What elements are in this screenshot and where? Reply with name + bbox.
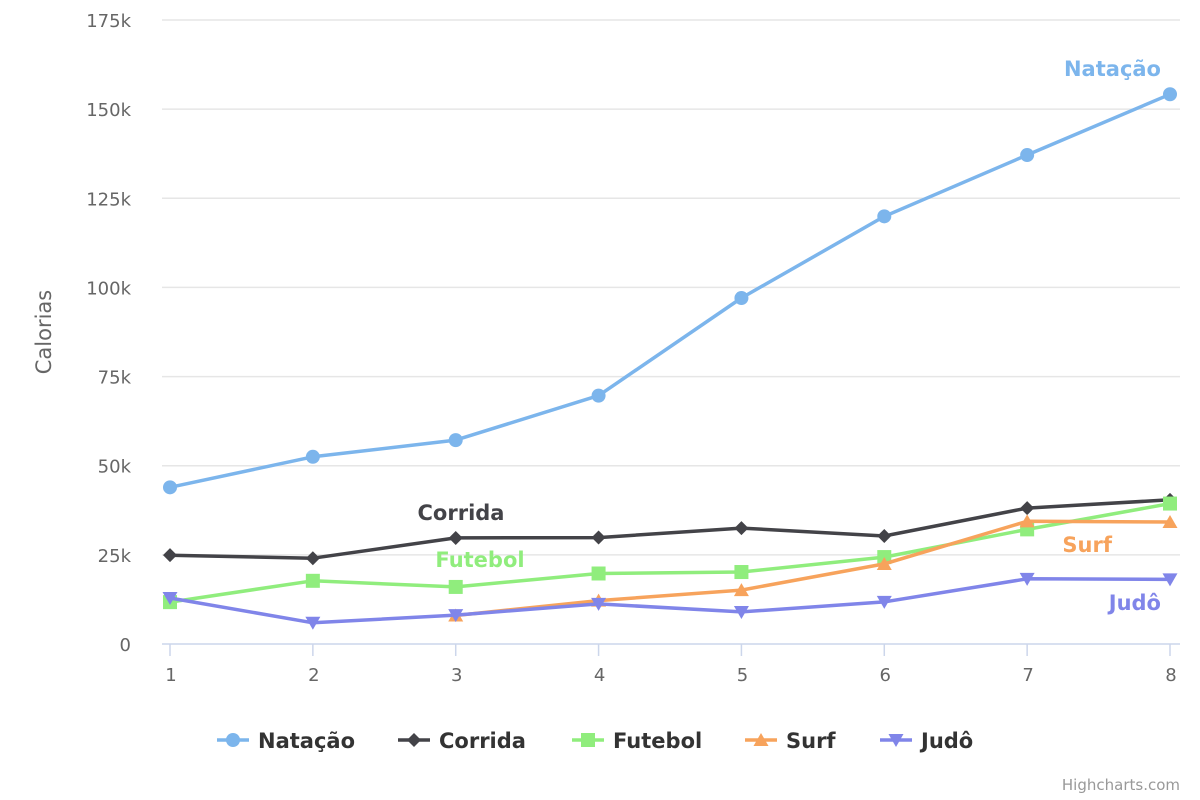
data-point[interactable] (1020, 501, 1035, 516)
legend-symbol[interactable] (226, 733, 240, 747)
data-point[interactable] (591, 388, 606, 403)
y-tick-label: 175k (86, 11, 131, 32)
legend-item[interactable]: Surf (745, 729, 836, 753)
x-tick-label: 4 (594, 665, 605, 686)
data-point[interactable] (1162, 573, 1178, 587)
legend-item[interactable]: Natação (217, 729, 355, 753)
legend-label: Natação (258, 729, 355, 753)
data-point[interactable] (162, 591, 178, 605)
data-point[interactable] (876, 595, 892, 609)
series-0 (163, 87, 1177, 495)
legend-label: Surf (786, 729, 836, 753)
data-point[interactable] (163, 480, 177, 495)
data-point[interactable] (591, 566, 606, 581)
data-point[interactable] (448, 579, 463, 594)
series-line[interactable] (168, 92, 1172, 490)
credits-link[interactable]: Highcharts.com (1062, 776, 1180, 794)
x-tick-label: 8 (1165, 665, 1176, 686)
data-point[interactable] (877, 209, 892, 224)
legend-label: Judô (919, 729, 973, 753)
data-point[interactable] (877, 529, 892, 544)
data-point[interactable] (305, 616, 321, 630)
data-point[interactable] (733, 583, 749, 597)
x-tick-label: 1 (165, 665, 176, 686)
x-tick-label: 3 (451, 665, 462, 686)
y-tick-label: 0 (120, 635, 131, 656)
data-point[interactable] (305, 551, 320, 566)
legend-symbol[interactable] (581, 733, 595, 747)
data-point[interactable] (1019, 572, 1035, 586)
series-lines (162, 87, 1178, 630)
series-line[interactable] (168, 498, 1172, 560)
y-tick-label: 100k (86, 278, 131, 299)
series-label: Surf (1062, 533, 1112, 557)
data-point[interactable] (591, 597, 607, 611)
x-tick-label: 2 (308, 665, 319, 686)
data-point[interactable] (734, 291, 749, 306)
data-point[interactable] (591, 530, 606, 545)
axes: 0 25k 50k 75k 100k 125k 150k 175k 1 2 3 4 5 6 7 8 (86, 11, 1180, 686)
x-tick-label: 5 (737, 665, 748, 686)
legend-item[interactable]: Futebol (572, 729, 702, 753)
data-point[interactable] (163, 548, 177, 563)
series-label: Judô (1107, 591, 1161, 615)
grid-lines (162, 19, 1180, 556)
data-point[interactable] (733, 605, 749, 619)
data-point[interactable] (448, 433, 463, 448)
legend-label: Corrida (439, 729, 526, 753)
x-tick-label: 7 (1022, 665, 1033, 686)
series-label: Futebol (435, 548, 524, 572)
data-point[interactable] (1020, 148, 1035, 163)
data-point[interactable] (1162, 514, 1178, 528)
series-4 (162, 572, 1178, 630)
series-line[interactable] (168, 577, 1172, 625)
legend-symbol[interactable] (753, 733, 769, 746)
x-tick-label: 6 (880, 665, 891, 686)
data-point[interactable] (1019, 514, 1035, 528)
data-point[interactable] (734, 521, 749, 536)
series-label: Corrida (418, 501, 505, 525)
y-tick-label: 150k (86, 100, 131, 121)
data-point[interactable] (305, 573, 320, 588)
y-tick-label: 50k (98, 457, 132, 478)
series-labels: Natação Corrida Futebol Surf Judô (418, 57, 1161, 615)
legend-symbol[interactable] (407, 733, 421, 747)
y-tick-label: 125k (86, 189, 131, 210)
data-point[interactable] (305, 449, 320, 464)
legend-label: Futebol (613, 729, 702, 753)
y-axis-title: Calorias (32, 290, 56, 375)
legend: Natação Corrida Futebol Surf Judô (217, 729, 973, 753)
y-tick-label: 75k (98, 368, 132, 389)
data-point[interactable] (734, 565, 749, 580)
legend-item[interactable]: Judô (880, 729, 973, 753)
series-2 (163, 496, 1177, 610)
series-line[interactable] (168, 501, 1172, 604)
data-point[interactable] (448, 530, 463, 545)
legend-symbol[interactable] (888, 734, 904, 747)
y-tick-label: 25k (98, 546, 132, 567)
legend-item[interactable]: Corrida (398, 729, 526, 753)
data-point[interactable] (876, 556, 892, 570)
data-point[interactable] (1163, 496, 1177, 511)
series-label: Natação (1064, 57, 1161, 81)
data-point[interactable] (1163, 87, 1177, 102)
data-point[interactable] (448, 609, 464, 623)
series-line[interactable] (453, 519, 1172, 618)
